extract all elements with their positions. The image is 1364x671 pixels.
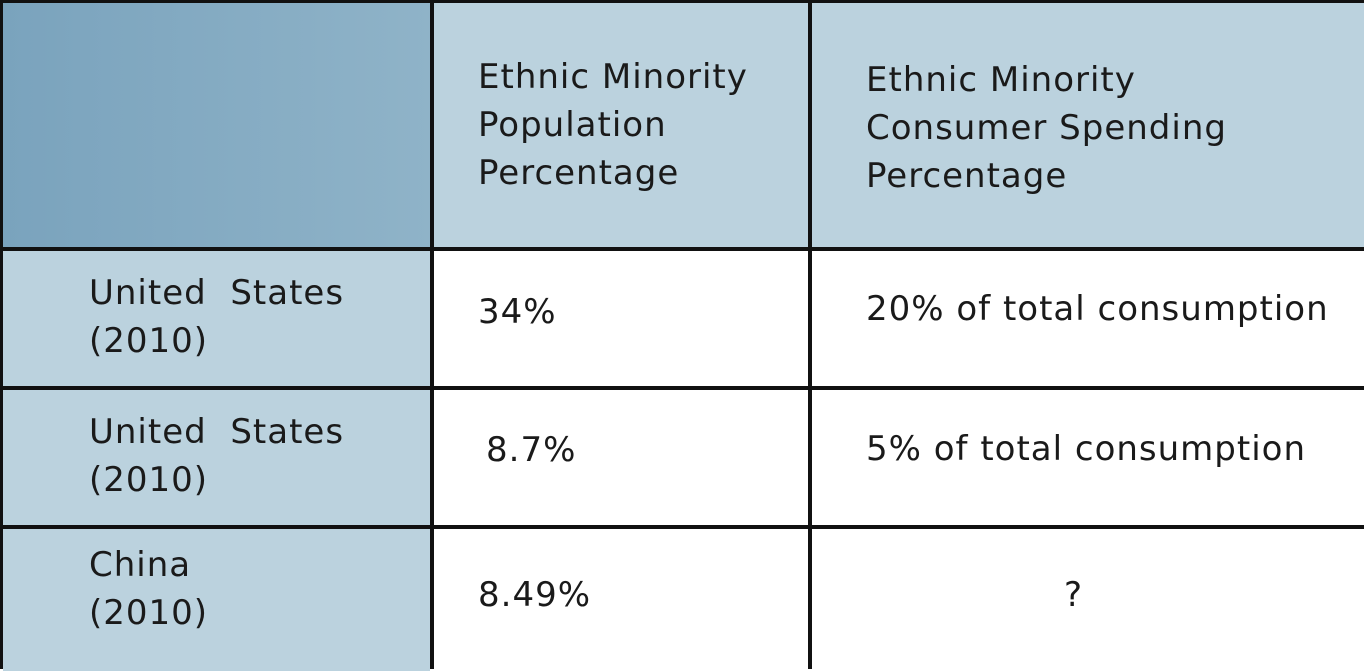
spending-value: 20% of total consumption [866, 289, 1329, 329]
header-cell-spending: Ethnic Minority Consumer Spending Percen… [812, 3, 1364, 247]
header-spending-label: Ethnic Minority Consumer Spending Percen… [866, 60, 1227, 196]
header-population-label: Ethnic Minority Population Percentage [478, 57, 748, 193]
population-cell: 34% [434, 251, 808, 386]
header-cell-population: Ethnic Minority Population Percentage [434, 3, 808, 247]
population-cell: 8.7% [434, 390, 808, 525]
population-value: 8.7% [486, 430, 577, 470]
spending-value: ? [1064, 575, 1084, 615]
spending-cell: 20% of total consumption [812, 251, 1364, 386]
spending-cell: ? [812, 529, 1364, 671]
row-label-cell: United States (2010) [3, 251, 430, 386]
row-label-cell: United States (2010) [3, 390, 430, 525]
population-cell: 8.49% [434, 529, 808, 671]
row-label: China (2010) [89, 545, 209, 633]
row-label-cell: China (2010) [3, 529, 430, 671]
spending-value: 5% of total consumption [866, 429, 1307, 469]
row-label: United States (2010) [89, 273, 345, 361]
row-label: United States (2010) [89, 412, 345, 500]
population-value: 8.49% [478, 575, 592, 615]
spending-cell: 5% of total consumption [812, 390, 1364, 525]
header-corner-cell [3, 3, 430, 247]
population-value: 34% [478, 292, 557, 332]
